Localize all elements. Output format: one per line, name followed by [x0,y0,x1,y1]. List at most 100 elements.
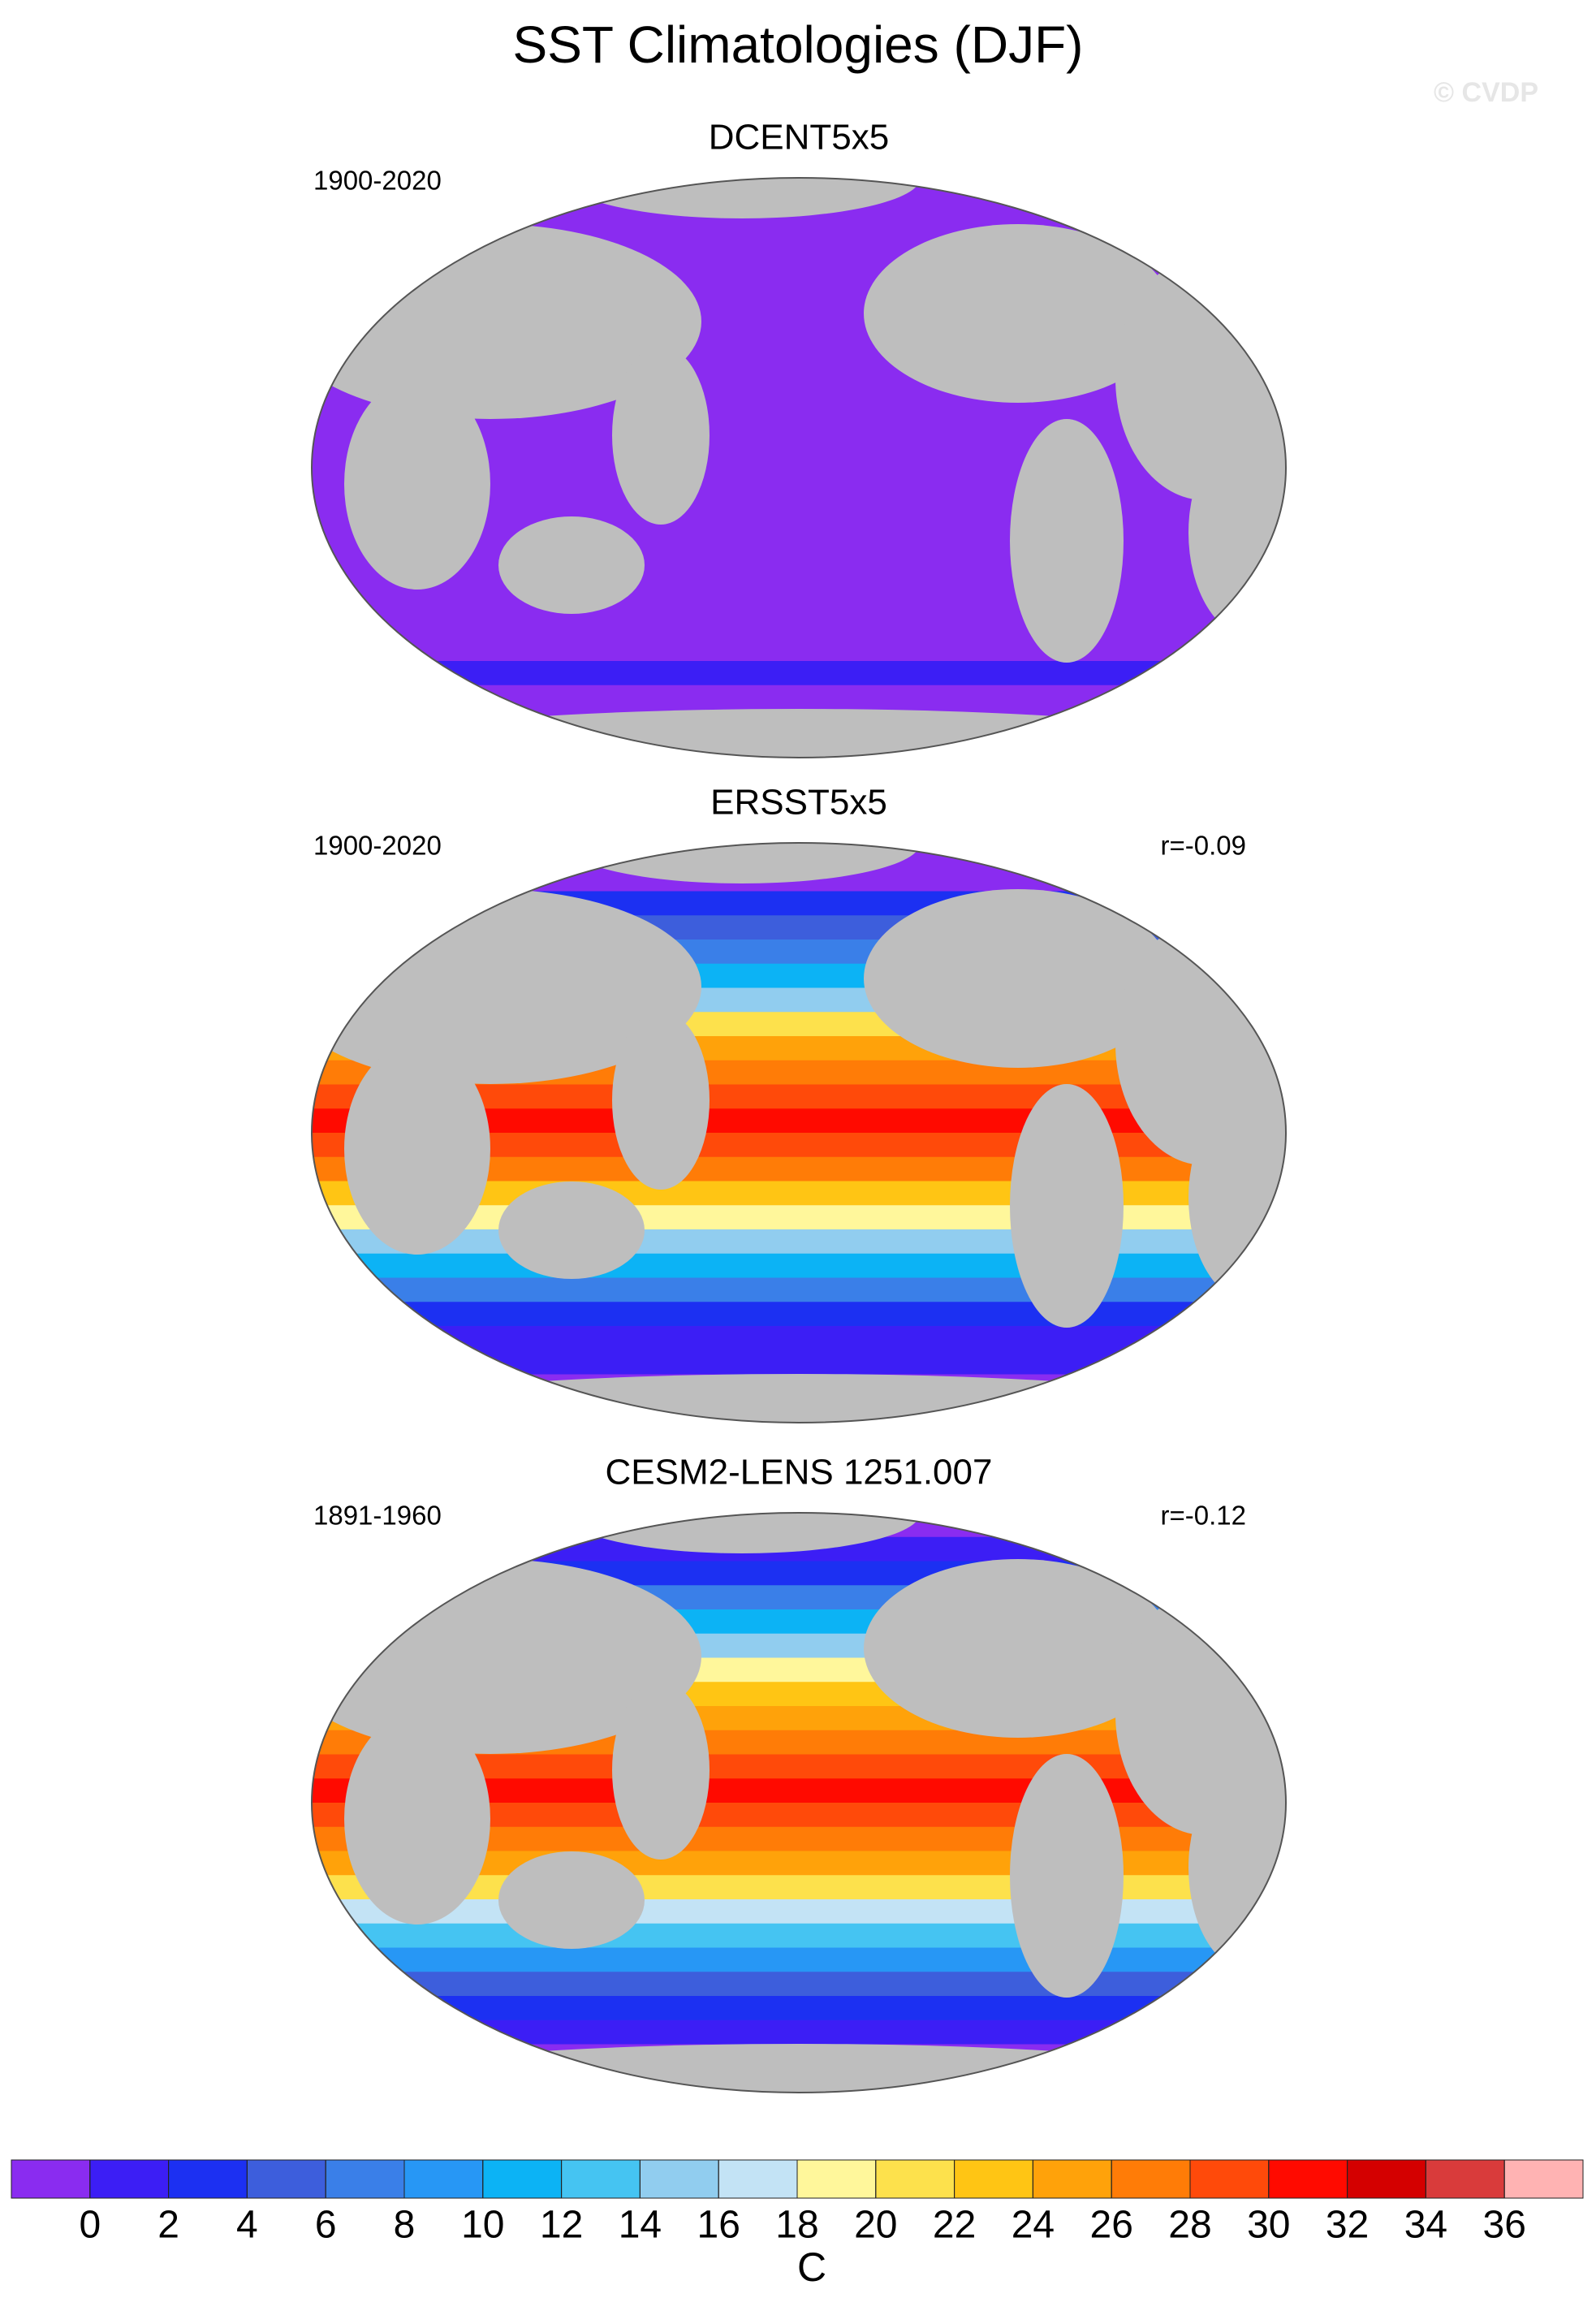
land [1010,419,1124,663]
ocean-band [312,226,1286,252]
map [312,1513,1286,2093]
colorbar-tick-label: 22 [933,2204,976,2247]
colorbar-box [954,2159,1033,2199]
colorbar-box [482,2159,563,2199]
colorbar-tick-label: 12 [540,2204,583,2247]
land [498,516,645,614]
land [344,1713,490,1924]
colorbar-tick-label: 32 [1326,2204,1369,2247]
colorbar-tick-label: 18 [775,2204,818,2247]
colorbar-box [875,2159,955,2199]
ocean-band [312,685,1286,711]
colorbar-box [561,2159,641,2199]
colorbar-box [1189,2159,1270,2199]
colorbar-tick-label: 36 [1483,2204,1526,2247]
colorbar-box [246,2159,326,2199]
ocean-band [312,588,1286,614]
ocean-band [312,1996,1286,2021]
colorbar-tick-label: 24 [1012,2204,1055,2247]
ocean-band [312,1899,1286,1924]
correlation-label: r=-0.09 [1161,831,1246,861]
figure-title: SST Climatologies (DJF) [513,15,1084,74]
colorbar-tick-label: 2 [157,2204,179,2247]
land [864,224,1172,403]
period-label: 1900-2020 [313,166,442,196]
land [498,1851,645,1949]
colorbar-box [1425,2159,1505,2199]
land [612,1011,710,1190]
land [1010,1754,1124,1998]
correlation-label: r=-0.12 [1161,1501,1246,1531]
ocean-band [312,2019,1286,2045]
colorbar-box [168,2159,248,2199]
watermark: © CVDP [1434,77,1538,108]
period-label: 1891-1960 [313,1501,442,1531]
colorbar-box [718,2159,798,2199]
ocean-band [312,1923,1286,1949]
colorbar-tick-label: 14 [619,2204,662,2247]
colorbar-box [1032,2159,1112,2199]
land [344,378,490,590]
map [312,178,1286,758]
map [312,843,1286,1423]
land [344,1043,490,1255]
land [1188,427,1286,638]
ocean-band [312,1561,1286,1587]
colorbar-tick-label: 28 [1168,2204,1211,2247]
land [498,1181,645,1279]
colorbar-box [796,2159,877,2199]
colorbar-box [1347,2159,1426,2199]
map-outline [311,1512,1287,2093]
colorbar-tick-label: 30 [1247,2204,1290,2247]
colorbar-box [1111,2159,1191,2199]
colorbar-box [1503,2159,1584,2199]
land [864,1559,1172,1738]
colorbar-tick-label: 6 [315,2204,337,2247]
colorbar-tick-label: 0 [79,2204,101,2247]
ocean-band [312,1302,1286,1327]
colorbar-tick-label: 20 [854,2204,897,2247]
ocean-band [312,1947,1286,1973]
colorbar-box [1268,2159,1348,2199]
ocean-band [312,1326,1286,1351]
colorbar-label: C [797,2244,826,2290]
colorbar-box [325,2159,405,2199]
land [1188,1762,1286,1973]
colorbar-tick-label: 4 [236,2204,258,2247]
ocean-band [312,564,1286,590]
land [612,346,710,525]
ocean-band [312,1253,1286,1279]
period-label: 1900-2020 [313,831,442,861]
ocean-band [312,1277,1286,1303]
colorbar-box [639,2159,719,2199]
land [1010,1084,1124,1328]
ocean-band [312,661,1286,686]
land [563,843,921,883]
map-outline [311,842,1287,1423]
ocean-band [312,1972,1286,1997]
colorbar-tick-label: 10 [461,2204,504,2247]
colorbar-tick-label: 16 [697,2204,740,2247]
land [563,178,921,218]
colorbar-tick-label: 34 [1404,2204,1447,2247]
colorbar-tick-label: 26 [1090,2204,1133,2247]
colorbar-box [89,2159,170,2199]
land [864,889,1172,1068]
panel-title: DCENT5x5 [709,118,890,158]
ocean-band [312,1229,1286,1255]
colorbar-tick-label: 8 [394,2204,416,2247]
ocean-band [312,1350,1286,1376]
map-outline [311,177,1287,758]
colorbar-box [11,2159,91,2199]
panel-title: CESM2-LENS 1251.007 [606,1453,993,1492]
ocean-band [312,891,1286,917]
ocean-band [312,637,1286,662]
ocean-band [312,612,1286,638]
colorbar-box [403,2159,484,2199]
land [563,1513,921,1553]
land [1188,1092,1286,1303]
land [612,1681,710,1860]
panel-title: ERSST5x5 [710,783,887,823]
